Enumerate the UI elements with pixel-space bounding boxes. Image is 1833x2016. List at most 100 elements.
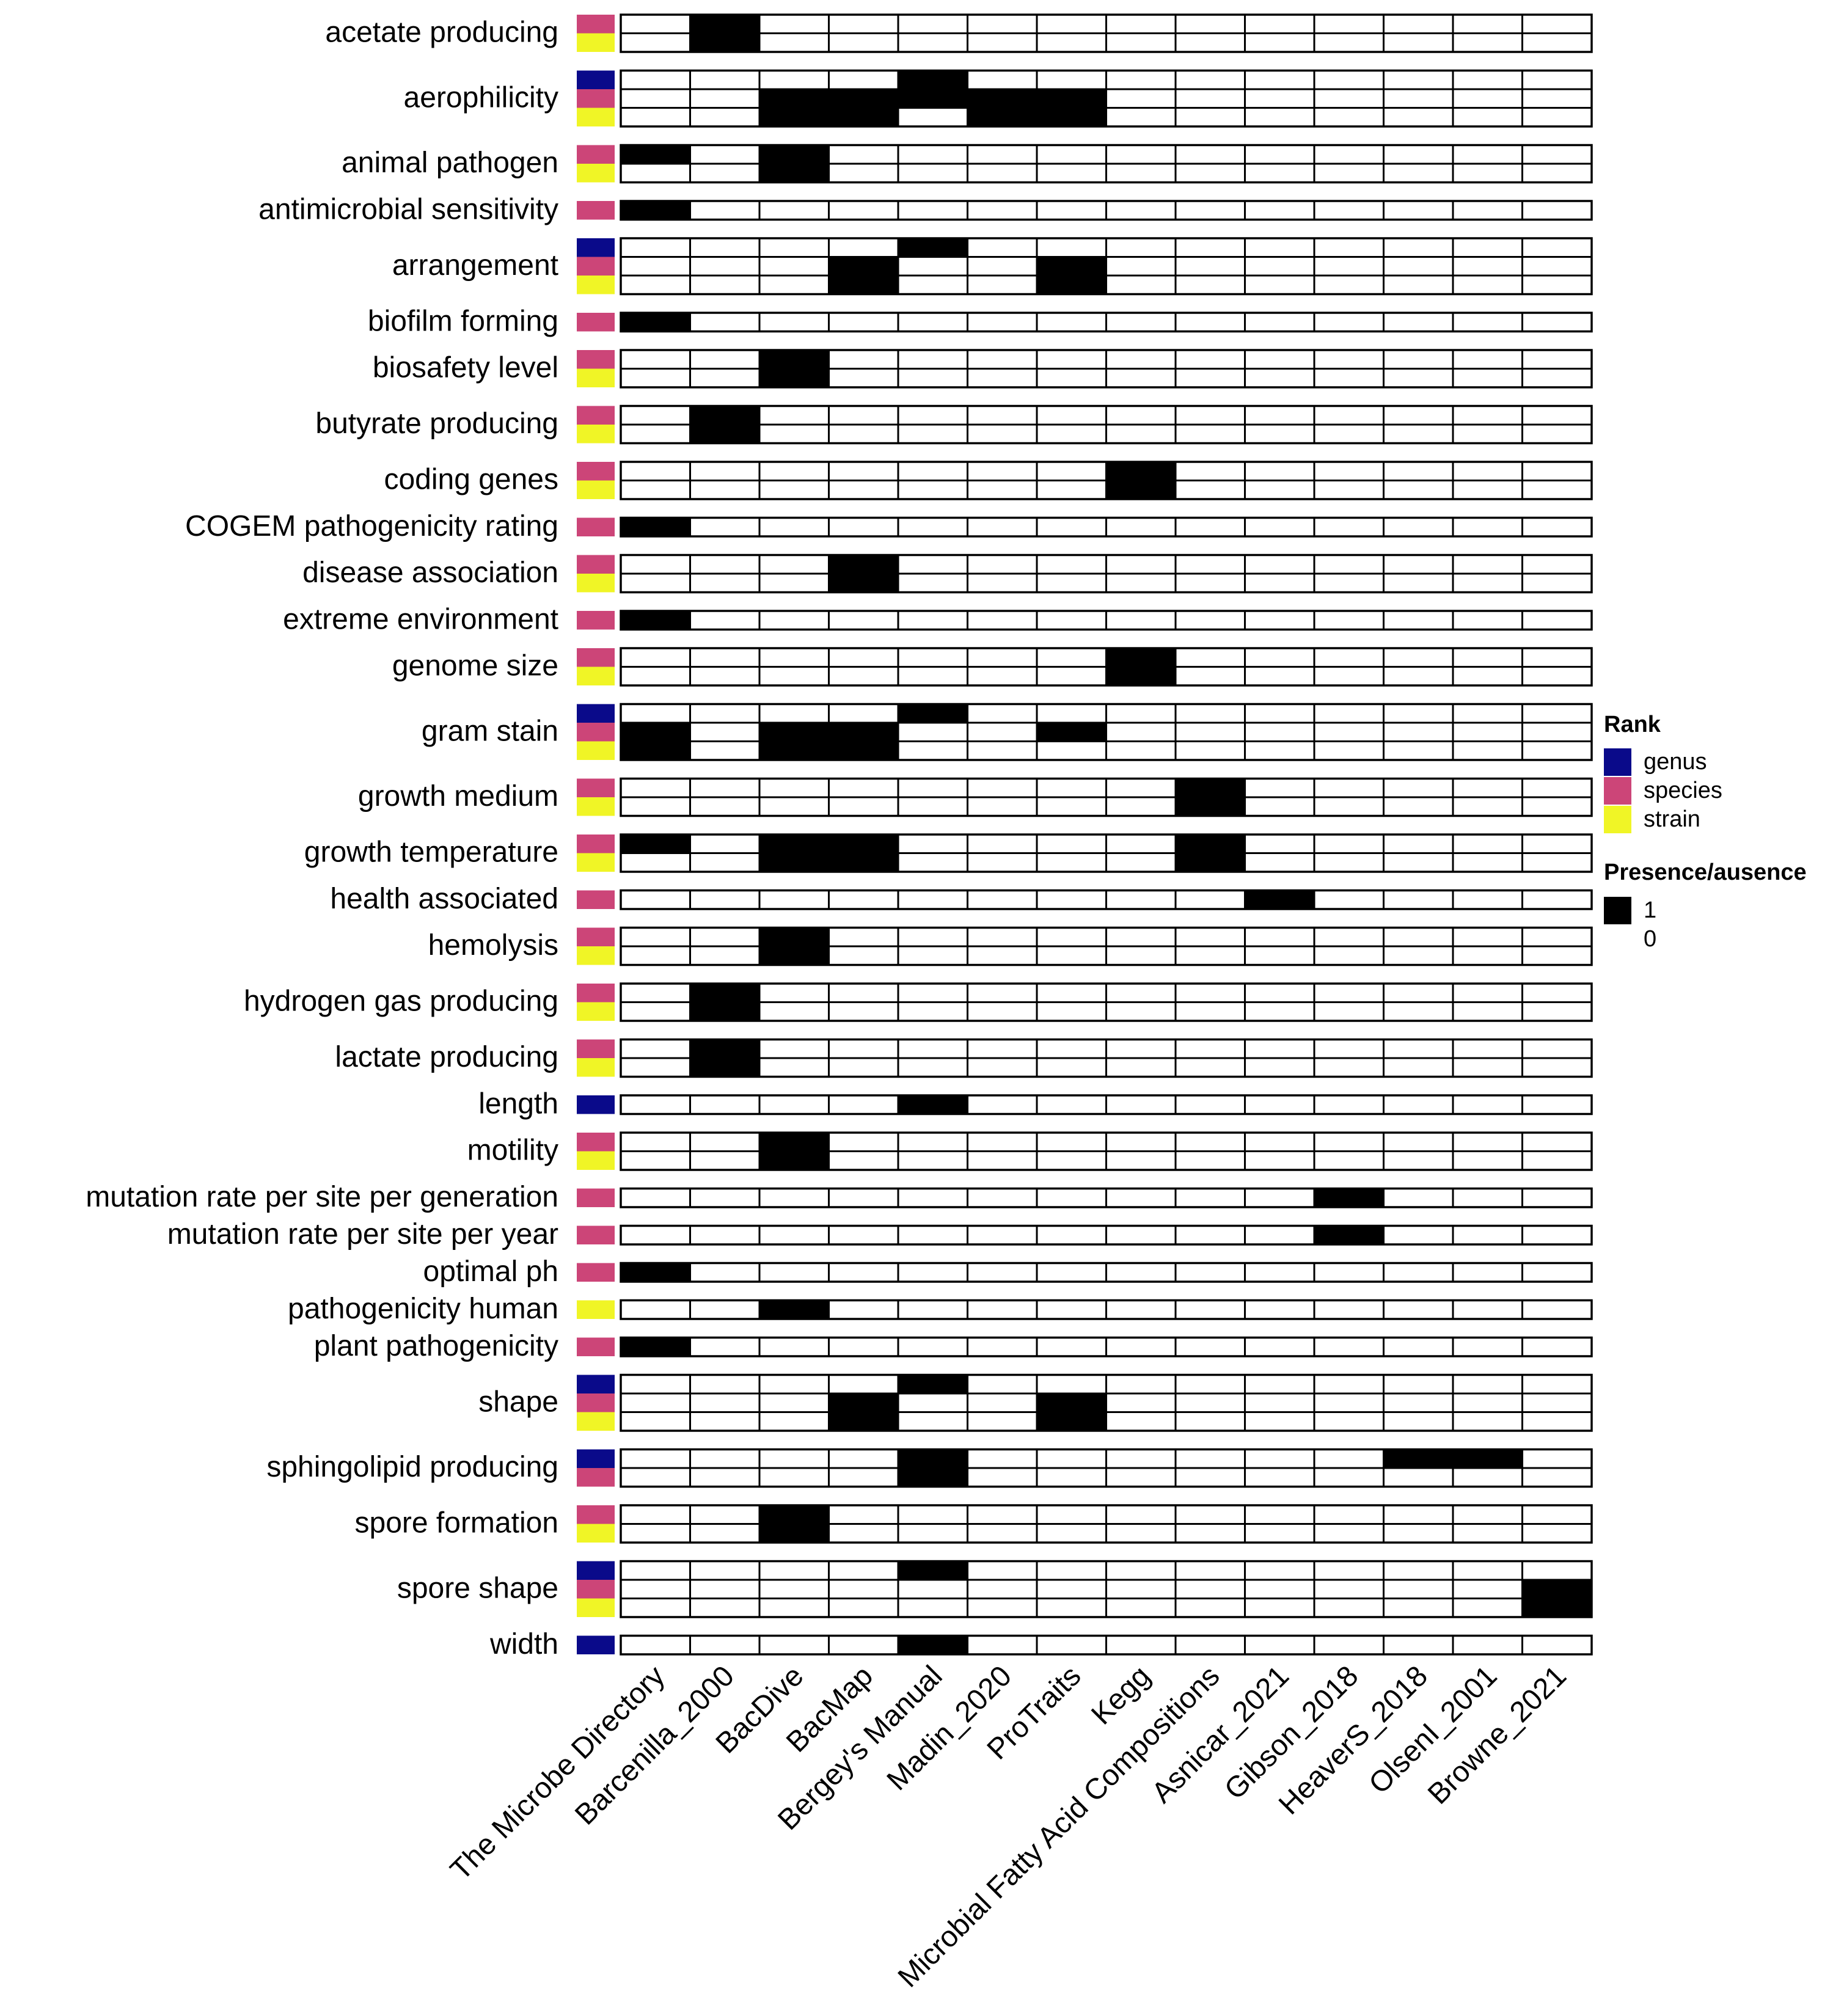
cell-absent [1174,1560,1246,1581]
cell-absent [1036,200,1107,221]
cell-absent [1313,1039,1385,1059]
cell-absent [1244,1579,1315,1599]
cell-absent [1036,368,1107,389]
cell-absent [1383,796,1454,817]
cell-present [828,107,899,128]
cell-absent [1244,32,1315,53]
cell-absent [1036,1262,1107,1283]
rank-strip-species [577,1188,615,1207]
cell-absent [967,610,1038,630]
cell-absent [967,237,1038,258]
trait-block-border [620,200,1593,221]
rank-strip-species [577,1468,615,1487]
cell-absent [689,200,761,221]
cell-present [620,517,691,538]
cell-present [1174,778,1246,798]
trait-block-border [620,926,1593,966]
legend-presence-label: 0 [1644,926,1656,952]
cell-absent [828,517,899,538]
cell-absent [1452,107,1523,128]
cell-absent [1105,927,1177,948]
cell-absent [620,1523,691,1544]
cell-absent [620,163,691,183]
cell-absent [1521,945,1593,966]
cell-absent [967,1504,1038,1525]
cell-present [1036,274,1107,295]
cell-absent [1313,1094,1385,1115]
cell-absent [1174,1579,1246,1599]
legend-presence-items: 10 [1604,897,1656,953]
cell-absent [1383,1504,1454,1525]
cell-absent [1383,778,1454,798]
cell-absent [1452,13,1523,34]
cell-absent [967,1635,1038,1656]
cell-absent [828,1299,899,1320]
trait-label: spore formation [355,1507,559,1539]
cell-absent [758,13,830,34]
cell-absent [828,927,899,948]
cell-absent [828,1523,899,1544]
cell-absent [1174,945,1246,966]
cell-absent [1521,1057,1593,1078]
cell-absent [1036,312,1107,332]
cell-absent [1452,610,1523,630]
cell-absent [1313,1411,1385,1432]
cell-present [967,107,1038,128]
cell-absent [1244,88,1315,109]
cell-absent [1244,796,1315,817]
cell-absent [1244,107,1315,128]
cell-absent [1313,852,1385,873]
cell-absent [1036,740,1107,761]
cell-absent [897,200,968,221]
cell-absent [689,1337,761,1357]
trait-label: health associated [330,883,558,915]
cell-absent [1383,703,1454,724]
cell-absent [1521,1094,1593,1115]
cell-present [689,1057,761,1078]
cell-absent [1244,554,1315,575]
cell-present [1105,480,1177,500]
cell-absent [1036,405,1107,426]
cell-absent [1244,1094,1315,1115]
cell-absent [897,1392,968,1413]
cell-absent [758,312,830,332]
cell-absent [1521,889,1593,910]
rank-strip-species [577,555,615,574]
cell-absent [1244,721,1315,742]
cell-absent [1313,144,1385,165]
cell-absent [758,480,830,500]
trait-block-border [620,1448,1593,1488]
cell-absent [967,1225,1038,1246]
cell-absent [1105,368,1177,389]
cell-absent [967,32,1038,53]
cell-present [1105,461,1177,481]
cell-absent [1383,107,1454,128]
cell-absent [1174,666,1246,687]
cell-absent [1452,1579,1523,1599]
cell-absent [1383,461,1454,481]
cell-absent [1244,1392,1315,1413]
cell-absent [1521,554,1593,575]
cell-absent [1452,88,1523,109]
cell-absent [1383,312,1454,332]
cell-absent [1313,423,1385,444]
cell-absent [620,1411,691,1432]
cell-absent [1383,70,1454,90]
cell-absent [1313,703,1385,724]
rank-strip-species [577,89,615,108]
cell-absent [1105,32,1177,53]
cell-absent [967,1448,1038,1469]
cell-absent [758,1057,830,1078]
cell-absent [758,405,830,426]
cell-absent [1521,647,1593,668]
cell-absent [897,1299,968,1320]
trait-block-border [620,144,1593,184]
cell-absent [1521,237,1593,258]
cell-absent [758,982,830,1003]
cell-absent [1036,1150,1107,1171]
cell-absent [828,405,899,426]
cell-absent [1452,554,1523,575]
cell-absent [1036,1467,1107,1488]
cell-present [689,423,761,444]
cell-absent [1244,70,1315,90]
